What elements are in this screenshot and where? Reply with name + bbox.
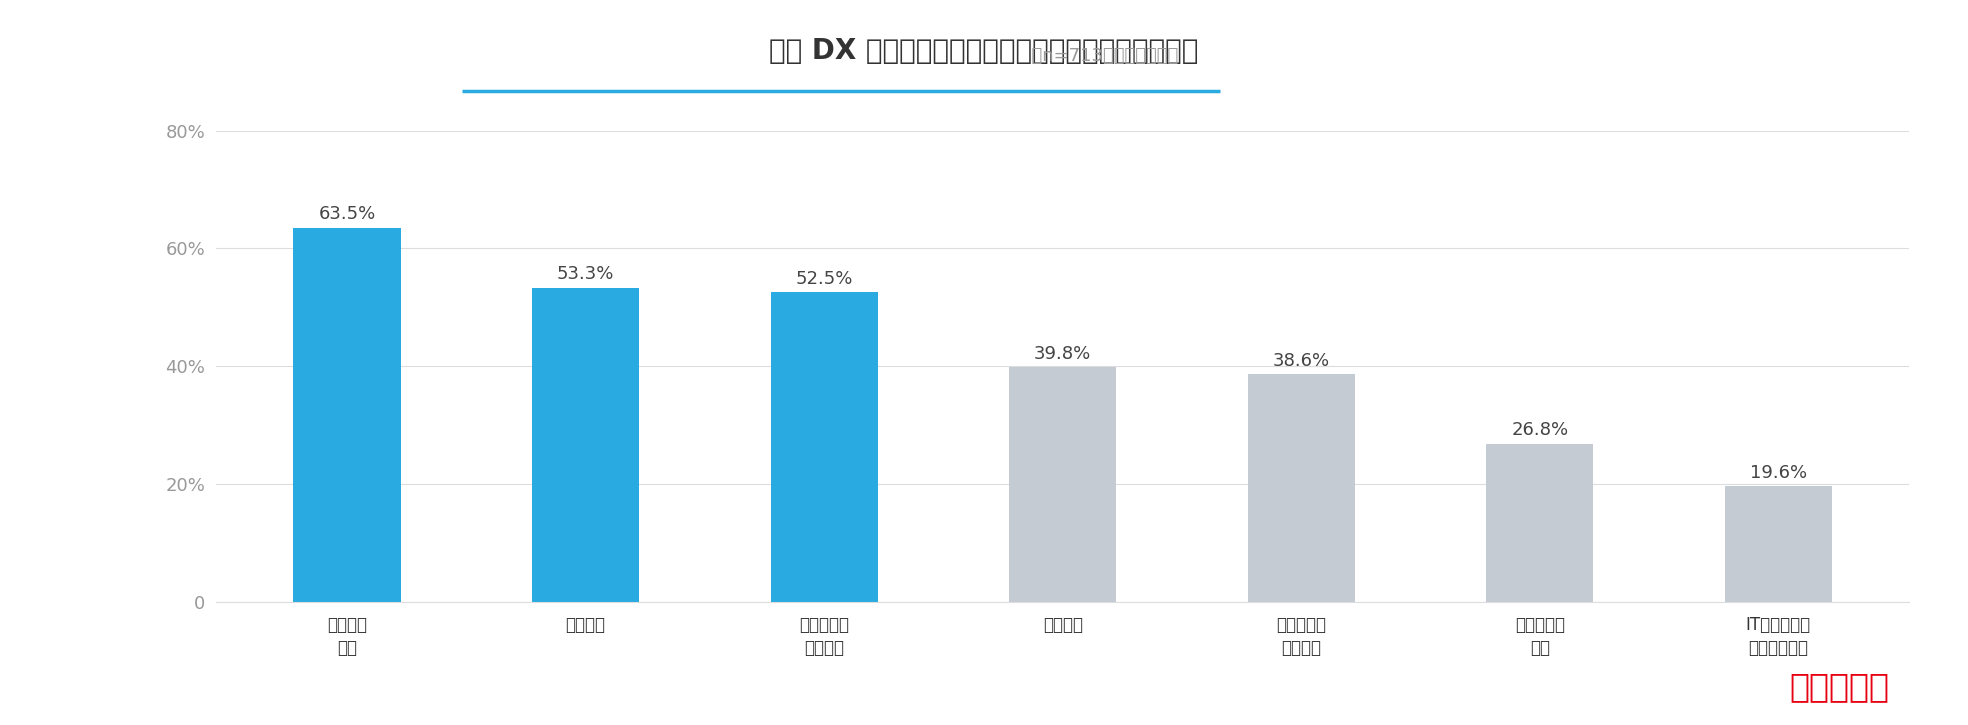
Text: 38.6%: 38.6% bbox=[1273, 352, 1330, 370]
Text: 52.5%: 52.5% bbox=[795, 270, 852, 288]
Bar bbox=[531, 288, 640, 602]
Bar bbox=[1724, 486, 1832, 602]
Bar bbox=[771, 292, 878, 602]
Text: 39.8%: 39.8% bbox=[1033, 344, 1092, 362]
Text: 駅すぱあと: 駅すぱあと bbox=[1789, 670, 1889, 703]
Text: 19.6%: 19.6% bbox=[1750, 463, 1807, 481]
Text: （n=713、複数選択可）: （n=713、複数選択可） bbox=[789, 47, 1179, 65]
Bar bbox=[1248, 374, 1354, 602]
Bar bbox=[1010, 368, 1116, 602]
Text: 53.3%: 53.3% bbox=[557, 265, 614, 283]
Bar bbox=[1486, 444, 1594, 602]
Text: 26.8%: 26.8% bbox=[1511, 421, 1568, 439]
Text: 63.5%: 63.5% bbox=[319, 205, 376, 223]
Text: 現在 DX 化できていると感じる業務を教えてください: 現在 DX 化できていると感じる業務を教えてください bbox=[769, 37, 1199, 65]
Bar bbox=[293, 228, 401, 602]
